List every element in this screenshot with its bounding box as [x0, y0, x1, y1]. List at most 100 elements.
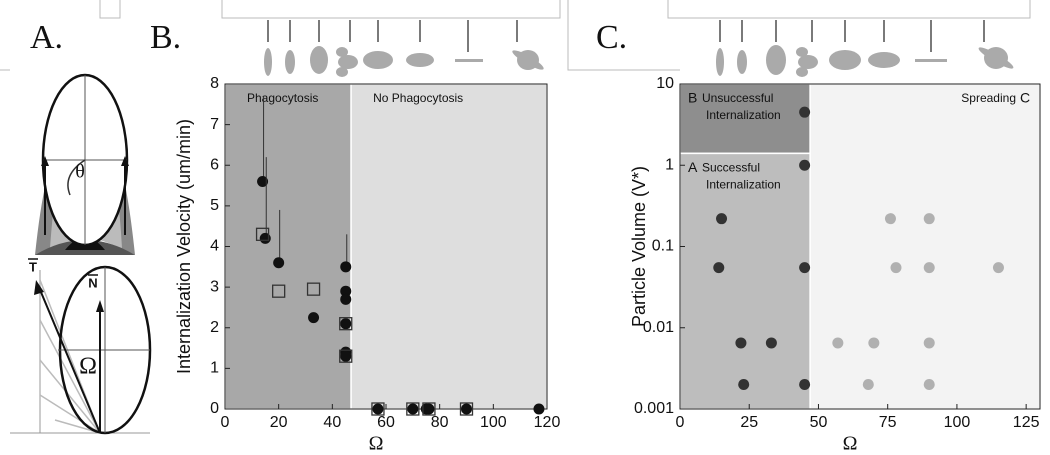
point — [340, 293, 352, 305]
x-tick-label: 100 — [480, 414, 507, 431]
point — [923, 213, 935, 225]
x-tick-label: 80 — [431, 414, 449, 431]
panel-label: C. — [596, 19, 627, 56]
region-label: Internalization — [706, 178, 781, 192]
panel-label: B. — [150, 19, 181, 56]
y-tick-label: 10 — [656, 75, 674, 92]
y-tick-label: 3 — [210, 278, 219, 295]
point — [716, 213, 728, 225]
point — [832, 337, 844, 349]
point — [406, 402, 420, 416]
point — [461, 403, 472, 415]
x-tick-label: 60 — [377, 414, 395, 431]
point — [407, 403, 419, 415]
point — [533, 403, 545, 415]
x-tick-label: 100 — [944, 414, 971, 431]
point — [799, 106, 811, 118]
angle-label: Ω — [79, 354, 97, 380]
x-axis-label: Ω — [369, 433, 384, 455]
y-tick-label: 8 — [210, 75, 219, 92]
point — [992, 262, 1004, 274]
point — [272, 284, 286, 298]
point — [339, 349, 353, 363]
y-axis-label: Particle Volume (V*) — [629, 166, 649, 327]
vector-label: N — [88, 275, 97, 290]
x-tick-label: 125 — [1013, 414, 1040, 431]
point — [923, 337, 935, 349]
point — [255, 227, 270, 241]
y-tick-label: 2 — [210, 319, 219, 336]
point — [340, 285, 352, 297]
point — [799, 159, 811, 171]
x-tick-label: 75 — [879, 414, 897, 431]
diagram-a — [10, 73, 152, 435]
y-axis-label: Internalization Velocity (um/min) — [174, 119, 194, 374]
point — [340, 261, 352, 273]
y-tick-label: 0.001 — [634, 400, 674, 417]
region-label: No Phagocytosis — [373, 91, 463, 105]
point — [738, 379, 750, 391]
shape-icons-c — [716, 45, 1014, 77]
point — [890, 262, 902, 274]
y-tick-label: 1 — [665, 156, 674, 173]
x-tick-label: 40 — [323, 414, 341, 431]
region-letter: A — [688, 159, 698, 175]
point — [862, 379, 874, 391]
shape-arrows — [267, 20, 985, 52]
point — [339, 317, 353, 331]
y-tick-label: 0.1 — [652, 238, 674, 255]
y-tick-label: 0 — [210, 400, 219, 417]
region-label: Unsuccessful — [702, 91, 773, 105]
x-tick-label: 120 — [534, 414, 561, 431]
point — [799, 262, 811, 274]
angle-label: θ — [75, 161, 85, 183]
y-tick-label: 0.01 — [643, 319, 674, 336]
shape-icons-b — [264, 46, 544, 77]
x-tick-label: 20 — [270, 414, 288, 431]
point — [273, 257, 285, 269]
x-tick-label: 25 — [740, 414, 758, 431]
region-letter: B — [688, 90, 697, 106]
point — [459, 402, 474, 416]
point — [422, 402, 436, 416]
x-tick-label: 0 — [221, 414, 230, 431]
point — [372, 403, 384, 415]
region — [679, 83, 811, 155]
y-tick-label: 4 — [210, 238, 219, 255]
region-label: Successful — [702, 161, 760, 175]
region — [679, 152, 811, 410]
region — [809, 83, 1041, 410]
y-tick-label: 5 — [210, 197, 219, 214]
point — [923, 262, 935, 274]
x-tick-label: 50 — [810, 414, 828, 431]
vector-label: T — [29, 259, 37, 274]
region-label: Spreading — [961, 91, 1016, 105]
point — [713, 262, 725, 274]
y-tick-label: 7 — [210, 116, 219, 133]
point — [868, 337, 880, 349]
x-axis-label: Ω — [843, 433, 858, 455]
point — [423, 403, 435, 415]
y-tick-label: 6 — [210, 156, 219, 173]
point — [340, 318, 352, 330]
point — [257, 176, 269, 187]
point — [923, 379, 935, 391]
point — [884, 213, 896, 225]
x-tick-label: 0 — [676, 414, 685, 431]
region-letter: C — [1020, 90, 1030, 106]
region — [350, 83, 548, 410]
panel-label: A. — [30, 19, 63, 56]
region-label: Internalization — [706, 108, 781, 122]
point — [340, 350, 352, 362]
y-tick-label: 1 — [210, 360, 219, 377]
point — [735, 337, 747, 349]
point — [799, 379, 811, 391]
region-label: Phagocytosis — [247, 91, 318, 105]
point — [371, 402, 385, 416]
frame — [0, 0, 1031, 71]
point — [765, 337, 777, 349]
region — [224, 83, 352, 410]
point — [308, 312, 320, 324]
